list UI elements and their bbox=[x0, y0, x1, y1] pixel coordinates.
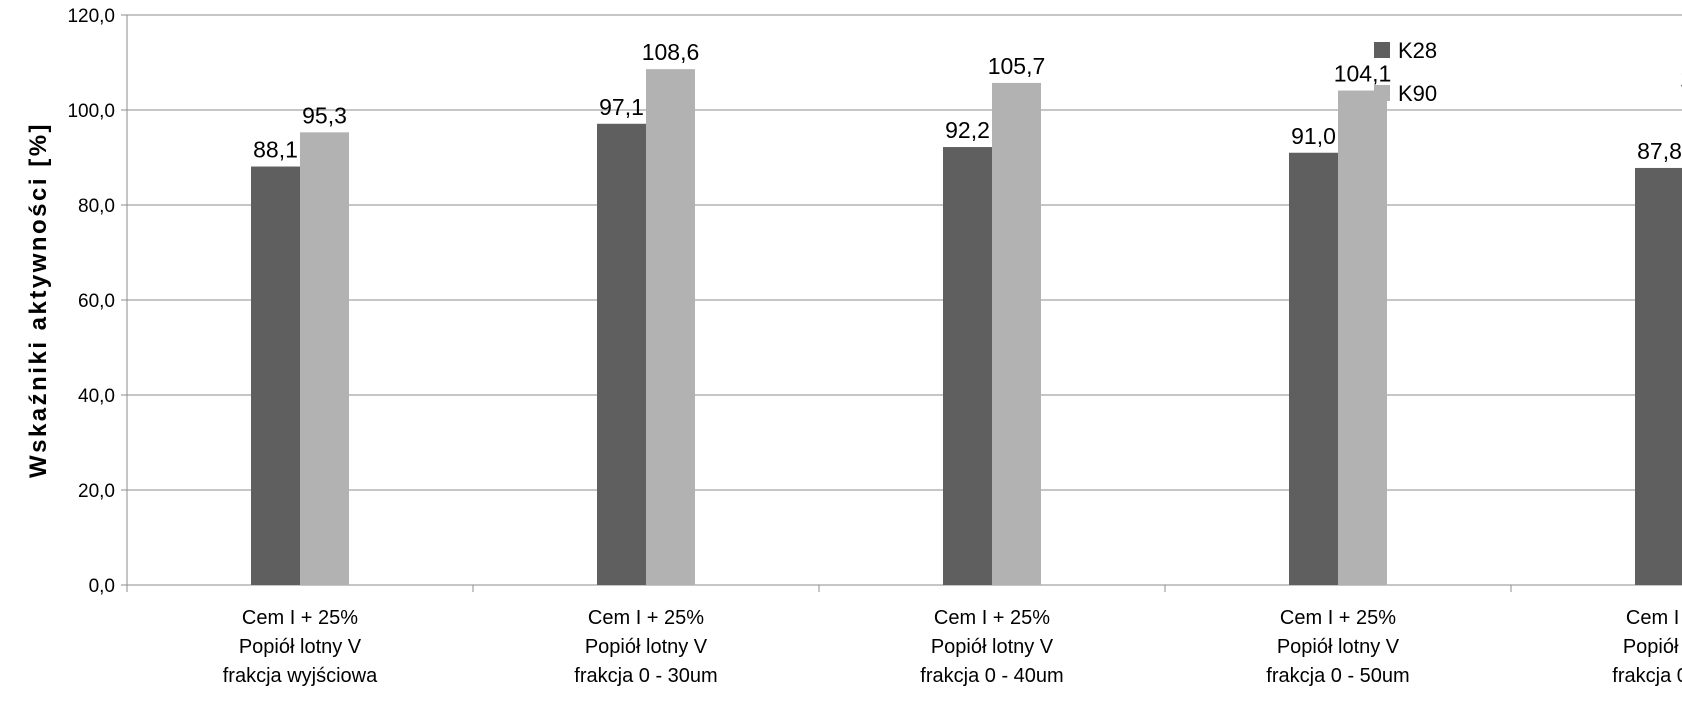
bar-k28 bbox=[1635, 167, 1682, 585]
data-label-k90: 103,1 bbox=[1680, 65, 1682, 91]
legend-label-k28: K28 bbox=[1398, 38, 1437, 63]
data-label-k90: 105,7 bbox=[988, 53, 1046, 79]
bar-k90 bbox=[1338, 90, 1387, 586]
y-axis-title: Wskaźniki aktywności [%] bbox=[25, 122, 52, 478]
legend-label-k90: K90 bbox=[1398, 81, 1437, 106]
bar-k28 bbox=[597, 123, 646, 586]
y-tick-label: 0,0 bbox=[89, 576, 115, 597]
bar-k90 bbox=[646, 69, 695, 585]
bars bbox=[251, 69, 1682, 586]
data-label-k28: 97,1 bbox=[599, 94, 644, 120]
y-tick-label: 60,0 bbox=[78, 291, 115, 312]
data-label-k90: 108,6 bbox=[642, 39, 700, 65]
bar-k90 bbox=[300, 132, 349, 585]
gridlines bbox=[127, 14, 1682, 491]
legend-swatch-k90 bbox=[1374, 85, 1390, 101]
data-label-k28: 91,0 bbox=[1291, 123, 1336, 149]
legend: K28 K90 bbox=[1374, 38, 1437, 106]
y-tick-label: 20,0 bbox=[78, 481, 115, 502]
data-labels: 88,195,3 97,1 108,6 92,2 105,7 91,0 104,1 87,8 1… bbox=[253, 39, 1682, 164]
data-label-k28: 87,8 bbox=[1637, 138, 1682, 164]
y-tick-label: 80,0 bbox=[78, 196, 115, 217]
bar-k28 bbox=[943, 147, 992, 586]
bar-k28 bbox=[251, 166, 300, 585]
data-label-k90: 95,3 bbox=[302, 102, 347, 128]
axes: 0,0 20,0 40,0 60,0 80,0 100,0 120,0 bbox=[67, 6, 1682, 597]
data-label-k90: 104,1 bbox=[1334, 61, 1392, 87]
y-tick-label: 40,0 bbox=[78, 386, 115, 407]
y-tick-label: 100,0 bbox=[67, 101, 115, 122]
data-label-k28: 88,1 bbox=[253, 137, 298, 163]
y-tick-label: 120,0 bbox=[67, 6, 115, 27]
bar-k28 bbox=[1289, 152, 1338, 585]
legend-swatch-k28 bbox=[1374, 42, 1390, 58]
data-label-k28: 92,2 bbox=[945, 117, 990, 143]
bar-k90 bbox=[992, 82, 1041, 586]
